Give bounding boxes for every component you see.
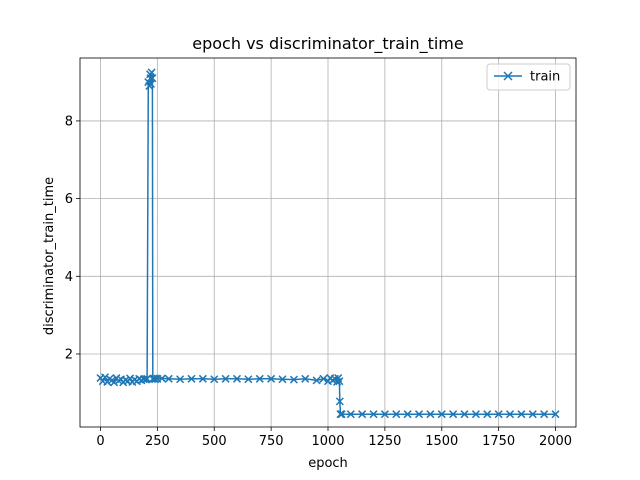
data-point (100, 373, 110, 382)
data-point (148, 74, 157, 83)
data-point (483, 410, 492, 419)
x-tick-label: 2000 (539, 434, 572, 449)
data-point (426, 410, 435, 419)
data-point (392, 410, 401, 419)
data-point (380, 410, 389, 419)
data-point (336, 410, 345, 419)
x-axis-label: epoch (308, 456, 348, 471)
data-point (414, 410, 424, 419)
data-point (198, 374, 207, 383)
data-point (187, 374, 196, 383)
x-tick-label: 1250 (368, 434, 401, 449)
data-point (358, 410, 367, 419)
data-point (312, 376, 321, 385)
data-point (301, 374, 310, 383)
x-tick-label: 750 (259, 434, 284, 449)
data-point (369, 410, 378, 419)
data-point (346, 410, 355, 419)
data-point (121, 375, 130, 385)
y-tick-label: 6 (65, 192, 73, 207)
data-point (449, 410, 458, 419)
data-point (551, 410, 560, 419)
data-point (403, 410, 412, 419)
data-point (110, 378, 119, 387)
legend-label-train: train (530, 70, 560, 85)
axis-ticks: 0 250 500 750 1000 1250 1500 1750 2000 2 4 6 8 (65, 114, 572, 449)
data-point (164, 374, 173, 383)
x-tick-label: 250 (145, 434, 170, 449)
legend: train (486, 63, 571, 91)
x-tick-label: 1500 (425, 434, 458, 449)
data-point (244, 375, 253, 384)
data-point (278, 375, 287, 384)
y-tick-label: 2 (65, 347, 73, 362)
data-point (335, 377, 344, 386)
data-point (437, 410, 446, 419)
data-point (505, 410, 515, 419)
data-point (176, 375, 185, 384)
data-point (232, 374, 242, 383)
data-point (319, 374, 328, 383)
data-point (267, 374, 276, 383)
legend-x-marker (503, 71, 513, 81)
data-point (289, 375, 298, 384)
y-tick-label: 4 (65, 270, 73, 285)
x-tick-label: 1750 (482, 434, 515, 449)
y-tick-label: 8 (65, 114, 73, 129)
data-point (471, 410, 480, 419)
y-axis-label: discriminator_train_time (42, 177, 57, 335)
data-point (146, 79, 156, 89)
series-layer (96, 68, 560, 419)
x-tick-label: 0 (96, 434, 104, 449)
grid-lines (80, 58, 576, 427)
x-tick-label: 1000 (311, 434, 344, 449)
data-point (157, 374, 166, 383)
data-point (517, 410, 526, 419)
data-point (210, 375, 219, 384)
data-point (460, 410, 469, 419)
data-point (337, 410, 346, 419)
data-point (221, 374, 230, 383)
data-point (528, 410, 537, 419)
data-point (335, 397, 344, 406)
x-tick-label: 500 (202, 434, 227, 449)
data-point (540, 410, 549, 419)
data-point (255, 374, 264, 383)
data-point (151, 375, 160, 384)
chart-title: epoch vs discriminator_train_time (192, 34, 463, 54)
plot-frame (79, 57, 577, 428)
data-point (494, 410, 503, 419)
legend-box (486, 63, 571, 91)
